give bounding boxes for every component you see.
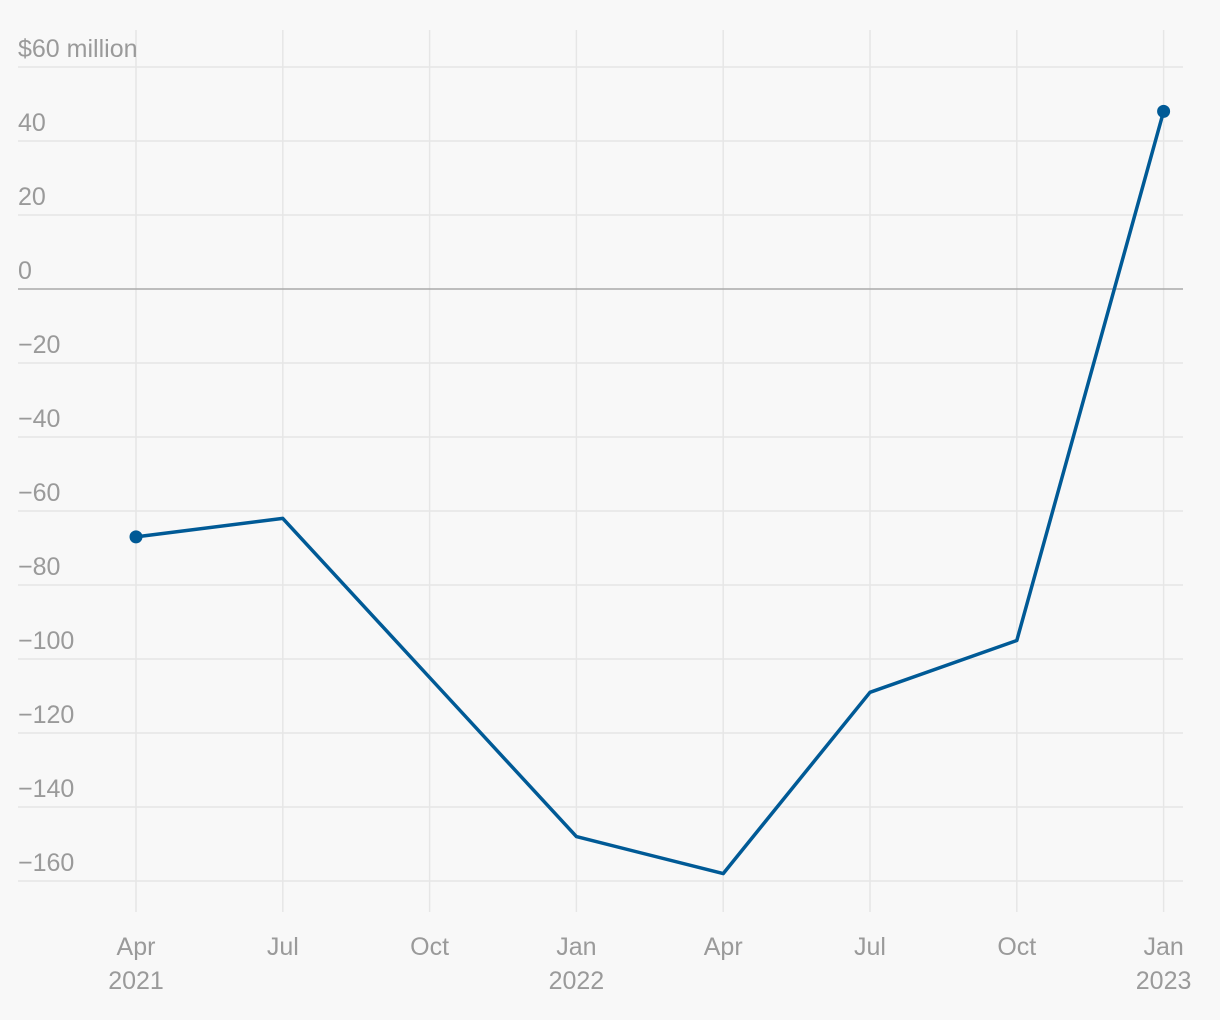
series-line <box>134 109 1166 876</box>
grid <box>18 30 1183 912</box>
x-tick-label: Jan <box>1143 933 1183 961</box>
y-tick-label: 40 <box>18 109 46 137</box>
x-tick-year-label: 2023 <box>1136 967 1192 995</box>
y-tick-label: $60 million <box>18 35 138 63</box>
y-tick-label: −160 <box>18 849 74 877</box>
axes: $60 million 40 20 0 −20 −40 −60 −80 −100 −120 −140… <box>18 35 1191 995</box>
y-tick-label: −140 <box>18 775 74 803</box>
y-tick-label: −120 <box>18 701 74 729</box>
x-tick-year-label: 2022 <box>549 967 605 995</box>
x-tick-label: Oct <box>410 933 449 961</box>
x-tick-label: Jul <box>267 933 299 961</box>
y-tick-label: −40 <box>18 405 60 433</box>
y-tick-label: −100 <box>18 627 74 655</box>
x-tick-label: Apr <box>704 933 743 961</box>
y-tick-label: 20 <box>18 183 46 211</box>
x-tick-label: Jan <box>556 933 596 961</box>
y-tick-label: −80 <box>18 553 60 581</box>
x-tick-label: Jul <box>854 933 886 961</box>
x-tick-year-label: 2021 <box>108 967 164 995</box>
endpoint-marker <box>1157 104 1171 118</box>
series <box>129 104 1171 876</box>
x-tick-label: Oct <box>997 933 1036 961</box>
y-tick-label: 0 <box>18 257 32 285</box>
endpoint-marker <box>129 530 143 544</box>
y-tick-label: −20 <box>18 331 60 359</box>
x-tick-label: Apr <box>117 933 156 961</box>
y-tick-label: −60 <box>18 479 60 507</box>
